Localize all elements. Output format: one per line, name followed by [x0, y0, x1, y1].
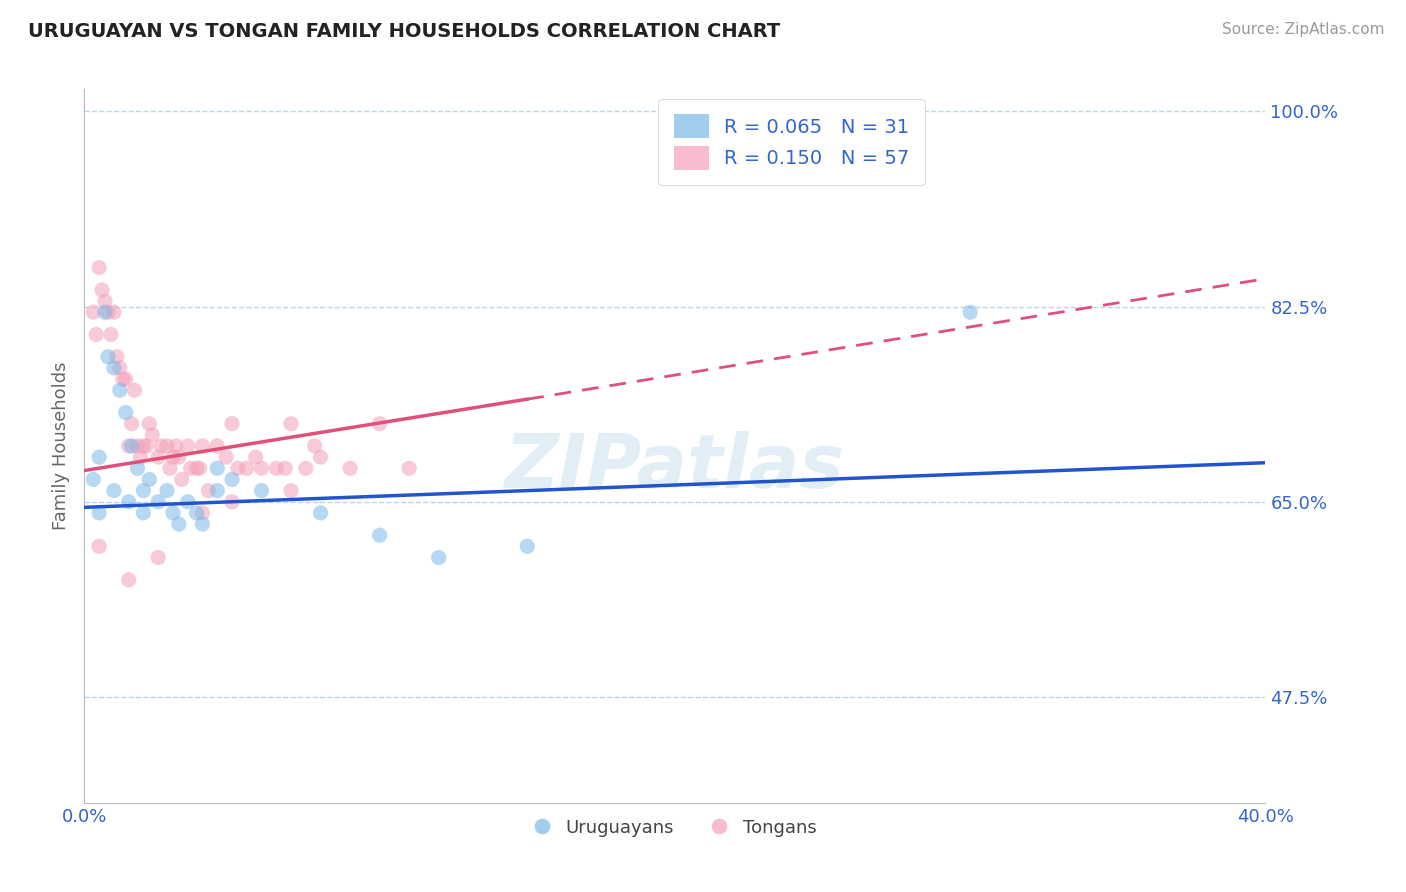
Point [84, 327, 107, 342]
Point [103, 305, 125, 319]
Point [215, 450, 238, 464]
Point [191, 516, 214, 531]
Point [156, 483, 179, 498]
Point [188, 461, 211, 475]
Point [280, 417, 302, 431]
Point [236, 461, 259, 475]
Point [207, 483, 229, 498]
Point [111, 372, 134, 386]
Point [177, 439, 200, 453]
Point [87, 506, 111, 520]
Point [162, 506, 184, 520]
Point [309, 450, 332, 464]
Point [148, 494, 170, 508]
Point [108, 383, 131, 397]
Point [266, 461, 288, 475]
Point [132, 506, 155, 520]
Point [138, 472, 160, 486]
Point [186, 461, 208, 475]
Text: ZIPatlas: ZIPatlas [505, 431, 845, 504]
Point [129, 450, 152, 464]
Point [221, 472, 243, 486]
Point [280, 483, 302, 498]
Point [197, 483, 219, 498]
Point [94, 293, 117, 308]
Point [148, 550, 170, 565]
Point [114, 372, 136, 386]
Point [167, 450, 190, 464]
Point [207, 461, 229, 475]
Point [121, 439, 143, 453]
Point [132, 439, 155, 453]
Point [165, 439, 187, 453]
Point [156, 439, 179, 453]
Point [135, 439, 157, 453]
Point [114, 405, 136, 419]
Point [162, 450, 184, 464]
Point [427, 550, 450, 565]
Point [339, 461, 361, 475]
Point [118, 439, 141, 453]
Point [100, 327, 122, 342]
Point [309, 506, 332, 520]
Point [103, 360, 125, 375]
Point [245, 450, 267, 464]
Point [103, 483, 125, 498]
Point [97, 350, 120, 364]
Point [108, 360, 131, 375]
Point [167, 516, 190, 531]
Point [97, 305, 120, 319]
Point [959, 305, 981, 319]
Point [177, 494, 200, 508]
Text: Source: ZipAtlas.com: Source: ZipAtlas.com [1222, 22, 1385, 37]
Point [118, 573, 141, 587]
Point [170, 472, 193, 486]
Point [124, 383, 146, 397]
Point [82, 305, 104, 319]
Point [159, 461, 181, 475]
Point [94, 305, 117, 319]
Point [516, 539, 538, 553]
Point [221, 417, 243, 431]
Point [87, 260, 111, 275]
Point [118, 494, 141, 508]
Point [191, 506, 214, 520]
Point [250, 483, 273, 498]
Point [82, 472, 104, 486]
Point [368, 417, 391, 431]
Point [121, 417, 143, 431]
Point [91, 283, 114, 297]
Point [127, 461, 149, 475]
Y-axis label: Family Households: Family Households [52, 362, 70, 530]
Point [132, 483, 155, 498]
Point [186, 506, 208, 520]
Point [368, 528, 391, 542]
Point [87, 450, 111, 464]
Point [398, 461, 420, 475]
Point [127, 439, 149, 453]
Point [105, 350, 128, 364]
Point [250, 461, 273, 475]
Point [207, 439, 229, 453]
Point [150, 439, 173, 453]
Point [304, 439, 326, 453]
Point [274, 461, 297, 475]
Text: URUGUAYAN VS TONGAN FAMILY HOUSEHOLDS CORRELATION CHART: URUGUAYAN VS TONGAN FAMILY HOUSEHOLDS CO… [28, 22, 780, 41]
Legend: Uruguayans, Tongans: Uruguayans, Tongans [526, 812, 824, 844]
Point [221, 494, 243, 508]
Point [141, 428, 163, 442]
Point [87, 539, 111, 553]
Point [180, 461, 202, 475]
Point [148, 450, 170, 464]
Point [138, 417, 160, 431]
Point [226, 461, 249, 475]
Point [295, 461, 318, 475]
Point [191, 439, 214, 453]
